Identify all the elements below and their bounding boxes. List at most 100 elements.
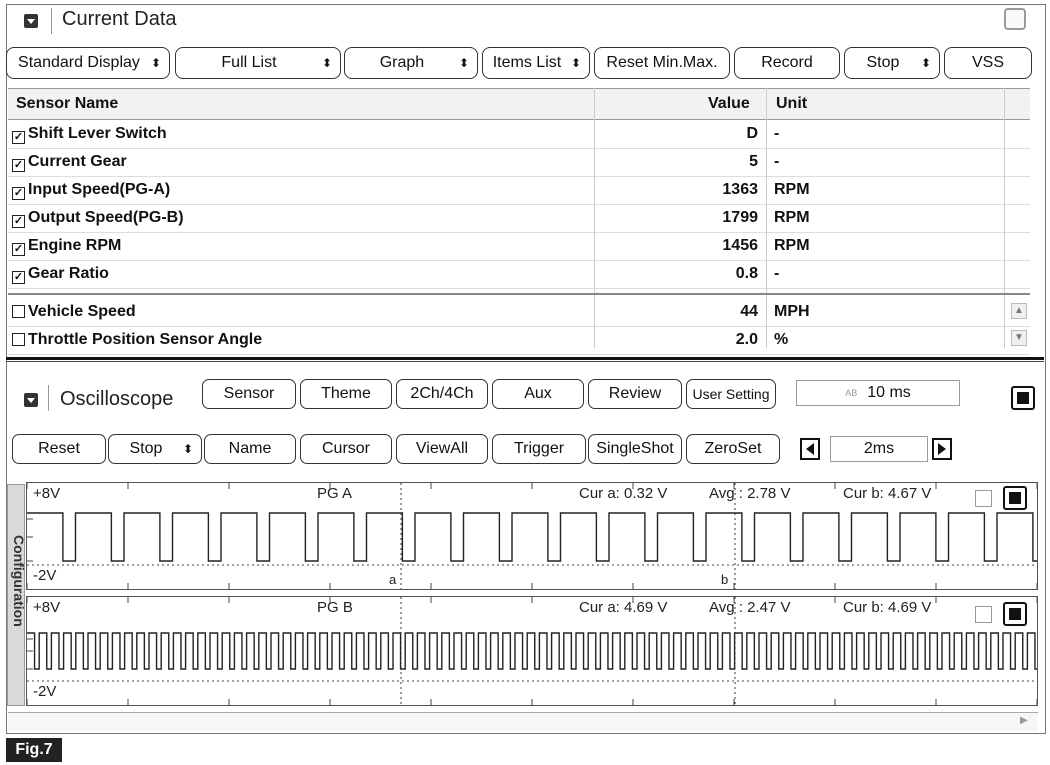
checkbox-checked-icon[interactable]: ✓ [12, 243, 25, 256]
oscilloscope-button-1[interactable]: Theme [300, 379, 392, 409]
horizontal-scrollbar[interactable]: ▶ [8, 712, 1038, 731]
scope-control-label: SingleShot [596, 440, 674, 457]
sensor-name: Engine RPM [28, 237, 122, 254]
window-maximize-button[interactable] [1004, 8, 1026, 30]
configuration-tab[interactable]: Configuration [7, 484, 27, 706]
toolbar-button-label: Standard Display [18, 54, 140, 71]
scope-control-button-7[interactable]: ZeroSet [686, 434, 780, 464]
checkbox-checked-icon[interactable]: ✓ [12, 131, 25, 144]
toolbar-button-4[interactable]: Reset Min.Max. [594, 47, 730, 79]
signal-trace [27, 512, 1037, 562]
sensor-unit: % [774, 331, 789, 348]
scope-control-label: Reset [38, 440, 80, 457]
time-decrease-button[interactable] [800, 438, 820, 460]
checkbox-checked-icon[interactable]: ✓ [12, 271, 25, 284]
oscilloscope-button-label: Theme [321, 385, 371, 402]
channel-b-cursor-a: Cur a: 4.69 V [579, 599, 668, 616]
table-row[interactable]: Vehicle Speed 44 MPH [8, 298, 1030, 327]
channel-a-average: Avg : 2.78 V [709, 485, 791, 502]
channel-a-name: PG A [317, 485, 353, 502]
table-row[interactable]: ✓ Output Speed(PG-B) 1799 RPM [8, 204, 1030, 233]
scope-control-button-6[interactable]: SingleShot [588, 434, 682, 464]
collapse-current-data-icon[interactable] [24, 14, 38, 28]
scope-control-button-1[interactable]: Stop ⬍ [108, 434, 202, 464]
sensor-name-cell: ✓ Current Gear [12, 148, 127, 176]
channel-b-plot[interactable]: +8V -2V PG B Cur a: 4.69 V Avg : 2.47 V … [26, 596, 1038, 706]
table-group-divider [8, 293, 1030, 295]
checkbox-checked-icon[interactable]: ✓ [12, 159, 25, 172]
channel-b-vmax: +8V [33, 599, 61, 616]
channel-b-waveform [27, 597, 1037, 705]
checkbox-checked-icon[interactable]: ✓ [12, 215, 25, 228]
checkbox-unchecked-icon[interactable] [12, 305, 25, 318]
scroll-down-icon[interactable]: ▼ [1011, 330, 1027, 346]
time-increase-button[interactable] [932, 438, 952, 460]
table-row[interactable]: ✓ Shift Lever Switch D - [8, 120, 1030, 149]
sensor-name-cell: Vehicle Speed [12, 298, 136, 326]
configuration-label: Configuration [11, 535, 27, 627]
channel-b-name: PG B [317, 599, 353, 616]
oscilloscope-button-2[interactable]: 2Ch/4Ch [396, 379, 488, 409]
oscilloscope-button-3[interactable]: Aux [492, 379, 584, 409]
toolbar-button-0[interactable]: Standard Display ⬍ [6, 47, 170, 79]
scope-control-button-4[interactable]: ViewAll [396, 434, 488, 464]
channel-b-vmin: -2V [33, 683, 57, 700]
sensor-name: Gear Ratio [28, 265, 109, 282]
dropdown-arrows-icon: ⬍ [458, 56, 469, 70]
scope-control-button-3[interactable]: Cursor [300, 434, 392, 464]
toolbar-button-label: Record [761, 54, 813, 71]
toolbar-button-1[interactable]: Full List ⬍ [175, 47, 341, 79]
toolbar-button-6[interactable]: Stop ⬍ [844, 47, 940, 79]
oscilloscope-button-0[interactable]: Sensor [202, 379, 296, 409]
channel-b-average: Avg : 2.47 V [709, 599, 791, 616]
channel-b-enable-icon[interactable] [1003, 602, 1027, 626]
table-row[interactable]: ✓ Input Speed(PG-A) 1363 RPM [8, 176, 1030, 205]
table-row[interactable]: ✓ Engine RPM 1456 RPM [8, 232, 1030, 261]
scroll-up-icon[interactable]: ▲ [1011, 303, 1027, 319]
scope-control-button-0[interactable]: Reset [12, 434, 106, 464]
toolbar-button-2[interactable]: Graph ⬍ [344, 47, 478, 79]
checkbox-unchecked-icon[interactable] [12, 333, 25, 346]
toolbar-button-label: Graph [379, 54, 425, 71]
table-row[interactable]: ✓ Gear Ratio 0.8- [8, 260, 1030, 289]
toolbar-button-3[interactable]: Items List ⬍ [482, 47, 590, 79]
channel-a-checkbox[interactable] [975, 490, 992, 507]
scroll-right-icon[interactable]: ▶ [1020, 715, 1028, 726]
toolbar-button-5[interactable]: Record [734, 47, 840, 79]
timebase-readout[interactable]: AB 10 ms [796, 380, 960, 406]
toolbar-button-label: Full List [221, 54, 277, 71]
scope-control-label: ViewAll [415, 440, 469, 457]
sensor-unit: RPM [774, 181, 810, 198]
cursor-b-marker[interactable]: b [721, 572, 729, 587]
column-separator [766, 88, 767, 348]
channel-a-enable-icon[interactable] [1003, 486, 1027, 510]
channel-a-plot[interactable]: +8V -2V PG A Cur a: 0.32 V Avg : 2.78 V … [26, 482, 1038, 590]
dropdown-arrows-icon: ⬍ [321, 56, 332, 70]
scope-control-button-5[interactable]: Trigger [492, 434, 586, 464]
checkbox-checked-icon[interactable]: ✓ [12, 187, 25, 200]
channel-a-vmin: -2V [33, 567, 57, 584]
channel-b-checkbox[interactable] [975, 606, 992, 623]
oscilloscope-button-5[interactable]: User Setting [686, 379, 776, 409]
header-value: Value [708, 95, 750, 112]
toolbar-button-label: VSS [971, 54, 1004, 71]
cursor-a-marker[interactable]: a [389, 572, 397, 587]
sensor-unit: - [774, 125, 780, 142]
sensor-value: D [746, 125, 758, 142]
current-data-title: Current Data [62, 8, 177, 30]
table-row[interactable]: ✓ Current Gear 5- [8, 148, 1030, 177]
time-div-readout[interactable]: 2ms [830, 436, 928, 462]
table-row[interactable]: Throttle Position Sensor Angle 2.0% [8, 326, 1030, 355]
scope-control-button-2[interactable]: Name [204, 434, 296, 464]
scope-control-label: Name [228, 440, 272, 457]
main-window [6, 4, 1046, 734]
title-separator [51, 8, 52, 34]
toolbar-button-7[interactable]: VSS [944, 47, 1032, 79]
scope-control-label: Cursor [321, 440, 370, 457]
ab-icon: AB [845, 388, 858, 398]
fullscreen-toggle-icon[interactable] [1011, 386, 1035, 410]
sensor-name-cell: ✓ Engine RPM [12, 232, 121, 260]
oscilloscope-button-label: Review [608, 385, 662, 402]
oscilloscope-button-4[interactable]: Review [588, 379, 682, 409]
collapse-oscilloscope-icon[interactable] [24, 393, 38, 407]
